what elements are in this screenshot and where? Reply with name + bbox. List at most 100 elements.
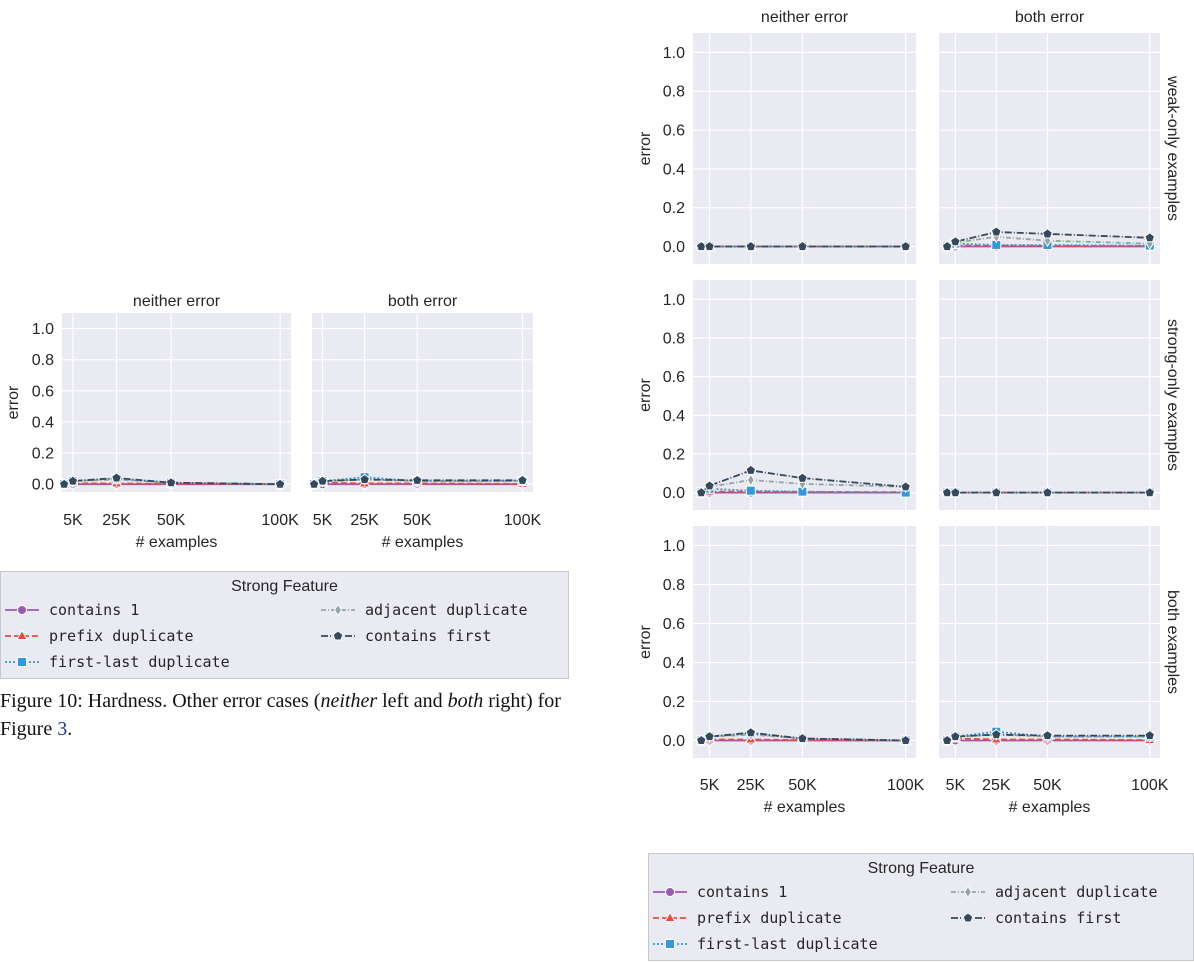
y-tick-label: 0.2 xyxy=(663,694,685,711)
data-point xyxy=(745,485,756,496)
chart-panel: 0.0 0.2 0.4 0.6 0.8 1.0 error xyxy=(637,33,916,264)
y-axis-label: error xyxy=(637,377,654,411)
x-tick-label: 50K xyxy=(403,512,432,529)
y-tick-label: 0.2 xyxy=(32,446,54,463)
legend-marker xyxy=(332,630,344,641)
data-point xyxy=(411,474,423,485)
series-contains-first xyxy=(941,728,1156,745)
panel-background xyxy=(693,280,916,510)
legend-marker xyxy=(17,657,27,667)
series-contains-first xyxy=(941,226,1156,252)
data-point xyxy=(704,730,715,742)
y-tick-label: 0.6 xyxy=(663,616,685,633)
legend-marker xyxy=(664,911,676,922)
legend-item: adjacent duplicate xyxy=(319,600,528,620)
legend-item: prefix duplicate xyxy=(3,626,194,646)
x-axis-label: # examples xyxy=(382,534,464,551)
y-tick-label: 1.0 xyxy=(663,45,685,62)
y-tick-label: 0.8 xyxy=(32,352,54,369)
y-axis-label: error xyxy=(637,131,654,165)
series-contains-first xyxy=(308,473,528,489)
legend-item: contains 1 xyxy=(651,882,787,902)
legend-label: contains first xyxy=(995,909,1122,927)
chart-panel: weak-only examples xyxy=(939,33,1181,264)
panel-background xyxy=(693,33,916,264)
series-contains-first xyxy=(695,727,911,745)
row-label: strong-only examples xyxy=(1164,319,1181,471)
data-point xyxy=(950,236,961,247)
legend-label: contains first xyxy=(365,627,492,645)
figure-ref-link[interactable]: 3 xyxy=(57,718,68,740)
y-axis-label: error xyxy=(637,624,654,658)
panel-background xyxy=(312,313,533,492)
legend-label: contains 1 xyxy=(697,883,788,901)
chart-panel: 0.0 0.2 0.4 0.6 0.8 1.0 error xyxy=(637,280,916,510)
panel-background xyxy=(939,280,1160,510)
legend-marker xyxy=(17,605,27,615)
panel-background xyxy=(939,33,1160,264)
x-tick-label: 5K xyxy=(313,512,333,529)
data-point xyxy=(941,240,953,252)
legend-item: contains 1 xyxy=(3,600,139,620)
x-tick-label: 5K xyxy=(946,777,966,794)
chart-panel: 5K 25K 50K 100K # examples xyxy=(308,313,542,551)
data-point xyxy=(704,480,715,491)
legend-swatch-triangle-icon xyxy=(5,629,39,640)
data-point xyxy=(941,734,953,745)
panel-background xyxy=(62,313,291,492)
data-point xyxy=(746,473,755,487)
panel-background xyxy=(939,526,1160,758)
data-point xyxy=(900,240,911,252)
y-tick-label: 0.8 xyxy=(663,577,685,594)
x-tick-label: 25K xyxy=(102,512,131,529)
x-tick-label: 5K xyxy=(63,512,83,529)
y-tick-label: 0.4 xyxy=(663,408,685,425)
data-point xyxy=(745,240,757,252)
column-title: neither error xyxy=(761,9,849,26)
data-point xyxy=(950,730,961,742)
data-point xyxy=(58,478,70,489)
legend-label: contains 1 xyxy=(49,601,140,619)
data-point xyxy=(745,464,757,475)
legend-marker xyxy=(16,629,28,640)
legend-right: Strong Feature contains 1 prefix duplicat… xyxy=(648,853,1194,961)
legend-item: first-last duplicate xyxy=(3,652,230,672)
data-point xyxy=(990,226,1002,237)
y-tick-label: 0.6 xyxy=(32,383,54,400)
y-tick-label: 0.8 xyxy=(663,84,685,101)
y-tick-label: 0.0 xyxy=(32,477,54,494)
y-tick-label: 0.6 xyxy=(663,369,685,386)
x-tick-label: 50K xyxy=(1033,777,1062,794)
legend-swatch-circle-icon xyxy=(5,605,39,615)
y-tick-label: 0.6 xyxy=(663,123,685,140)
y-tick-label: 0.0 xyxy=(663,239,685,256)
x-tick-label: 5K xyxy=(700,777,720,794)
data-point xyxy=(704,240,715,252)
data-point xyxy=(1042,486,1053,498)
data-point xyxy=(274,478,286,489)
legend-item: first-last duplicate xyxy=(651,934,878,954)
x-axis-label: # examples xyxy=(1009,799,1091,816)
legend-marker xyxy=(665,887,675,897)
chart-panel: strong-only examples xyxy=(939,280,1181,510)
series-contains-first xyxy=(58,472,286,489)
data-point xyxy=(797,472,808,483)
y-tick-label: 0.2 xyxy=(663,446,685,463)
x-axis-label: # examples xyxy=(136,534,218,551)
chart-panel: 0.0 0.2 0.4 0.6 0.8 1.0 error 5K 25K 50K 100K # exa… xyxy=(637,526,925,816)
data-point xyxy=(950,486,961,498)
data-point xyxy=(1144,232,1156,243)
x-tick-label: 25K xyxy=(350,512,379,529)
y-tick-label: 1.0 xyxy=(663,292,685,309)
legend-label: prefix duplicate xyxy=(49,627,194,645)
row-label: weak-only examples xyxy=(1164,75,1181,221)
series-line xyxy=(700,487,906,494)
facet-chart-left: neither error both error 0.0 0.2 0.4 0.6 0.8 1.… xyxy=(5,293,541,551)
x-tick-label: 25K xyxy=(982,777,1011,794)
data-point xyxy=(745,727,757,738)
data-point xyxy=(111,472,122,483)
legend-item: prefix duplicate xyxy=(651,908,842,928)
x-tick-label: 100K xyxy=(504,512,542,529)
series-contains-first xyxy=(941,486,1156,498)
y-axis-label: error xyxy=(5,385,22,419)
